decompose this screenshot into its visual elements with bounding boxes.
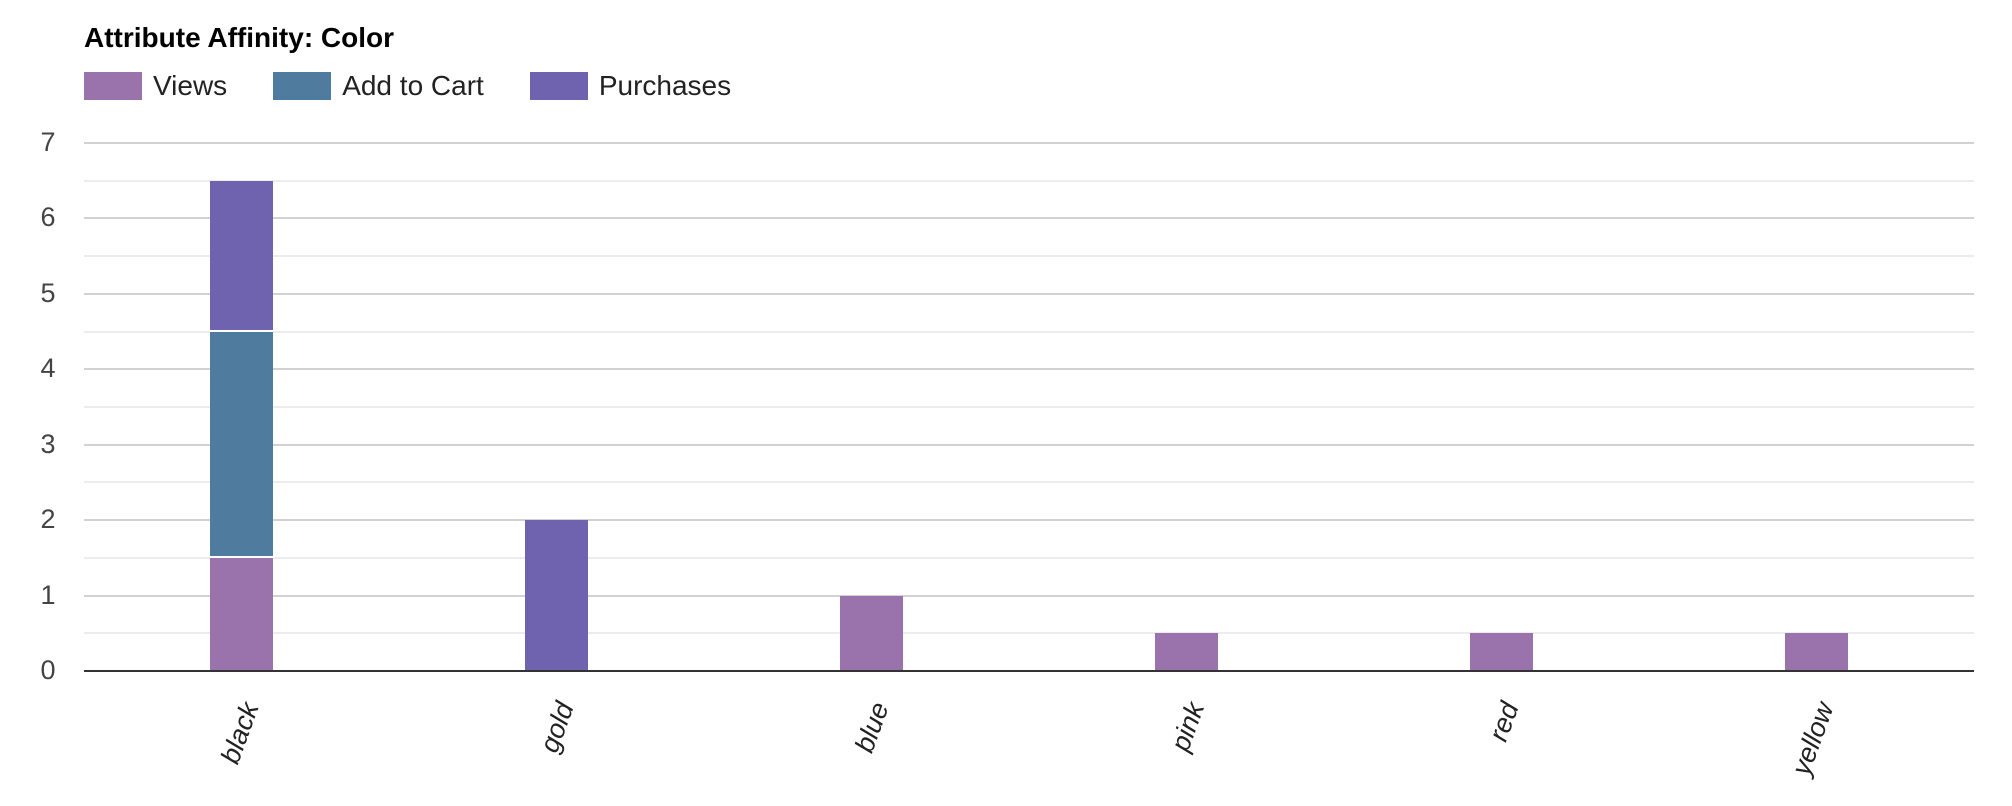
gridline-major (84, 443, 1974, 446)
gridline-minor (84, 405, 1974, 408)
y-tick-label: 5 (40, 277, 56, 308)
bar-segment-purchases[interactable] (210, 180, 273, 332)
gridline-minor (84, 255, 1974, 258)
gridline-major (84, 217, 1974, 220)
bar-segment-views[interactable] (1470, 633, 1533, 671)
bar-blue[interactable] (840, 0, 903, 806)
y-tick-label: 0 (40, 655, 56, 685)
legend-label: Purchases (598, 70, 732, 101)
y-tick-label: 1 (40, 579, 56, 610)
bar-black[interactable] (210, 0, 273, 806)
gridline-major (84, 368, 1974, 371)
x-axis-line (84, 670, 1974, 672)
bar-red[interactable] (1470, 0, 1533, 806)
gridline-minor (84, 632, 1974, 635)
gridline-major (84, 141, 1974, 144)
gridline-minor (84, 481, 1974, 484)
legend-label: Add to Cart (342, 70, 484, 101)
bar-segment-views[interactable] (840, 595, 903, 671)
legend-swatch-add-to-cart (273, 72, 332, 100)
legend: Views Add to Cart Purchases (84, 70, 777, 102)
y-tick-label: 7 (40, 126, 56, 157)
gridline-major (84, 292, 1974, 295)
y-tick-label: 6 (40, 202, 56, 233)
bar-segment-views[interactable] (210, 557, 273, 671)
chart-title: Attribute Affinity: Color (84, 22, 395, 53)
bar-segment-views[interactable] (1155, 633, 1218, 671)
bar-yellow[interactable] (1785, 0, 1848, 806)
legend-item-purchases[interactable]: Purchases (529, 70, 732, 102)
gridline-major (84, 519, 1974, 522)
bar-pink[interactable] (1155, 0, 1218, 806)
y-tick-label: 2 (40, 504, 56, 535)
legend-label: Views (153, 70, 228, 101)
bar-segment-add-to-cart[interactable] (210, 331, 273, 558)
y-tick-label: 4 (40, 353, 56, 384)
y-tick-label: 3 (40, 428, 56, 459)
bar-segment-views[interactable] (1785, 633, 1848, 671)
gridline-major (84, 594, 1974, 597)
legend-item-add-to-cart[interactable]: Add to Cart (273, 70, 484, 102)
legend-item-views[interactable]: Views (84, 70, 227, 102)
gridline-minor (84, 179, 1974, 182)
bar-segment-purchases[interactable] (525, 520, 588, 671)
bar-gold[interactable] (525, 0, 588, 806)
gridline-minor (84, 556, 1974, 559)
plot-area: black gold blue pink red yellow (84, 0, 1974, 806)
legend-swatch-purchases (529, 72, 588, 100)
legend-swatch-views (84, 72, 142, 100)
gridline-minor (84, 330, 1974, 333)
